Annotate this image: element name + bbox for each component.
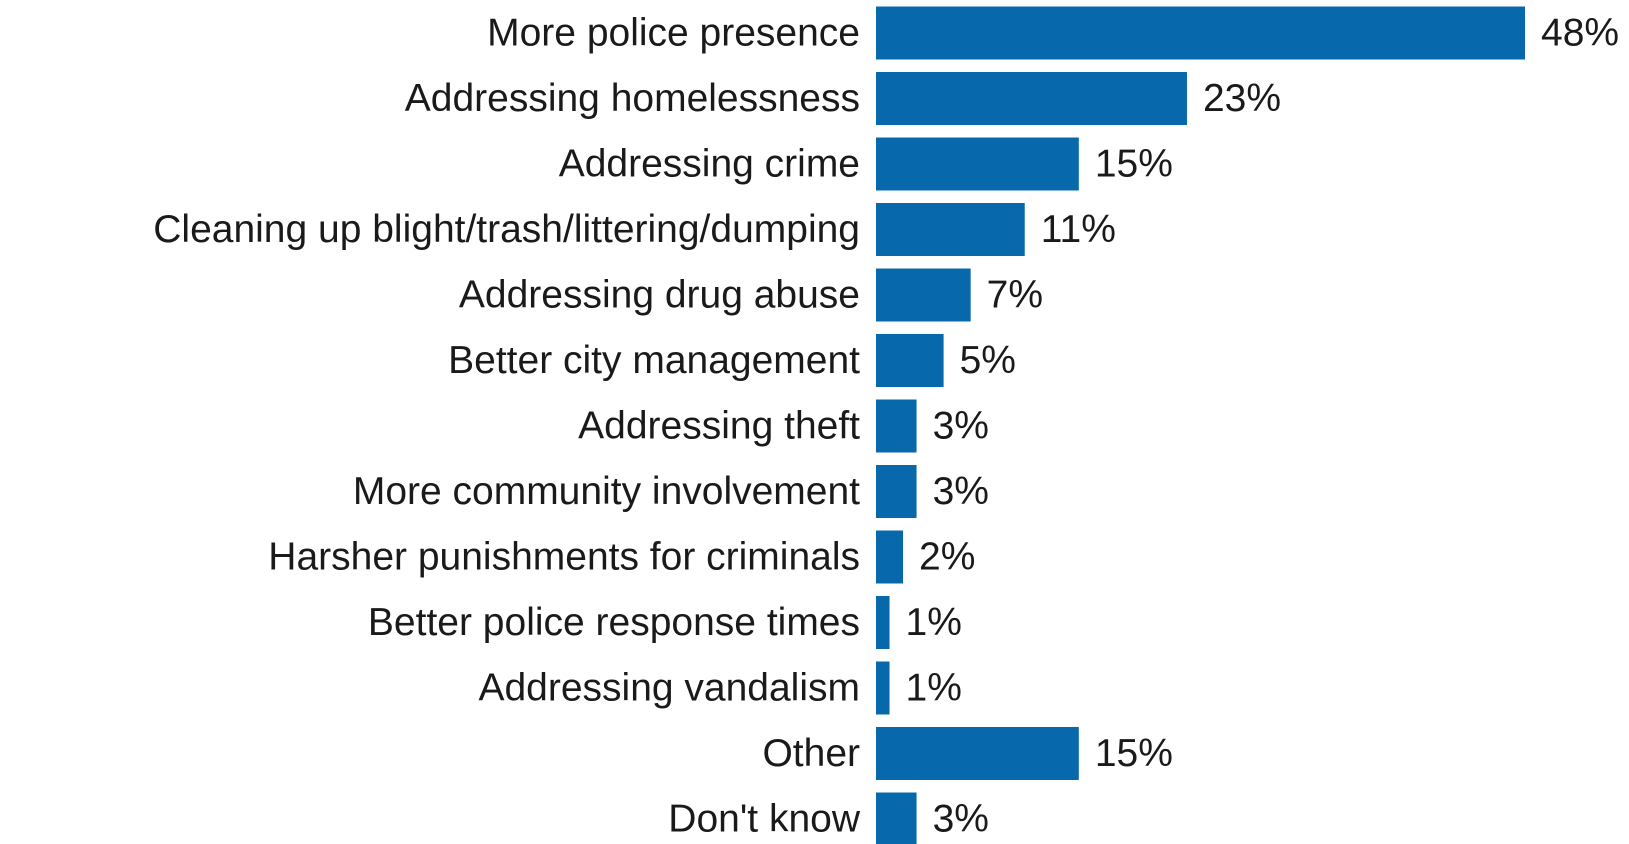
category-label: Addressing theft	[578, 405, 860, 448]
bar	[876, 399, 917, 453]
bar	[876, 465, 917, 518]
category-label: Addressing drug abuse	[459, 274, 860, 317]
category-label: More community involvement	[353, 470, 860, 513]
value-label: 15%	[1095, 143, 1173, 186]
category-label: Cleaning up blight/trash/littering/dumpi…	[153, 208, 860, 251]
value-label: 11%	[1041, 208, 1116, 251]
value-label: 15%	[1095, 732, 1173, 775]
bar	[876, 334, 944, 387]
bar	[876, 6, 1525, 60]
value-label: 3%	[933, 798, 989, 841]
value-label: 48%	[1541, 12, 1619, 55]
bar	[876, 203, 1025, 256]
value-label: 7%	[987, 274, 1043, 317]
category-label: Better police response times	[368, 601, 860, 644]
bar	[876, 268, 971, 322]
category-label: Addressing vandalism	[478, 667, 860, 710]
value-label: 5%	[960, 339, 1016, 382]
value-label: 23%	[1203, 77, 1281, 120]
value-label: 2%	[919, 536, 975, 579]
bar	[876, 596, 890, 649]
bar	[876, 72, 1187, 125]
bar	[876, 137, 1079, 191]
value-label: 1%	[906, 601, 962, 644]
category-label: Don't know	[668, 798, 861, 841]
category-labels-layer: More police presence Addressing homelessn…	[153, 12, 861, 841]
bars-layer	[876, 6, 1525, 844]
category-label: Addressing crime	[559, 143, 860, 186]
category-label: Better city management	[448, 339, 860, 382]
category-label: Addressing homelessness	[405, 77, 860, 120]
category-label: Harsher punishments for criminals	[268, 536, 860, 579]
category-label: More police presence	[487, 12, 860, 55]
value-labels-layer: 48% 23% 15% 11% 7% 5% 3% 3% 2% 1% 1% 15% 3%	[906, 12, 1620, 841]
bar	[876, 792, 917, 844]
value-label: 3%	[933, 405, 989, 448]
bar	[876, 661, 890, 715]
category-label: Other	[762, 732, 860, 775]
value-label: 3%	[933, 470, 989, 513]
bar	[876, 530, 904, 584]
value-label: 1%	[906, 667, 962, 710]
bar	[876, 727, 1079, 780]
